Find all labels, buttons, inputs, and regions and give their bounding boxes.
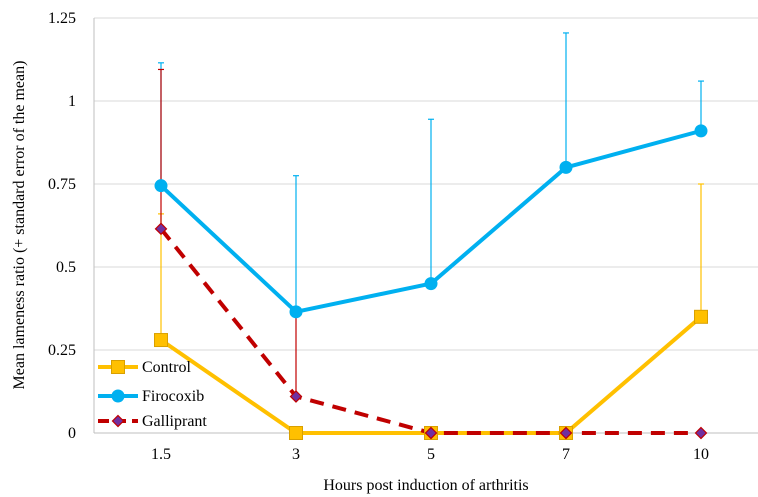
galliprant-data-point	[424, 426, 438, 440]
control-series-line	[159, 315, 703, 435]
y-tick-label: 0.25	[48, 342, 76, 359]
legend: Control Firocoxib Galliprant	[98, 359, 207, 430]
control-data-point	[289, 426, 303, 440]
y-tick-label: 1	[68, 93, 76, 110]
galliprant-data-point	[559, 426, 573, 440]
x-axis-title: Hours post induction of arthritis	[323, 477, 528, 494]
y-tick-labels: 0 0.25 0.5 0.75 1 1.25	[48, 10, 76, 442]
legend-swatch-marker	[111, 389, 125, 403]
legend-item-galliprant: Galliprant	[98, 413, 207, 430]
firocoxib-data-point	[559, 160, 573, 174]
x-tick-label: 10	[693, 446, 709, 463]
legend-label: Control	[142, 359, 191, 376]
axes	[93, 18, 758, 434]
legend-label: Galliprant	[142, 413, 207, 430]
legend-item-firocoxib: Firocoxib	[98, 388, 204, 405]
galliprant-data-point	[694, 426, 708, 440]
y-tick-label: 0.5	[56, 259, 76, 276]
x-tick-label: 3	[292, 446, 300, 463]
x-tick-labels: 1.5 3 5 7 10	[151, 446, 709, 463]
control-data-point	[694, 309, 708, 324]
error-bars	[158, 32, 704, 397]
galliprant-data-point	[154, 222, 168, 236]
y-tick-label: 0.75	[48, 176, 76, 193]
control-data-point	[154, 333, 168, 348]
galliprant-data-point	[289, 390, 303, 403]
y-tick-label: 0	[68, 425, 76, 442]
firocoxib-data-point	[289, 305, 303, 319]
firocoxib-data-point	[424, 277, 438, 291]
x-tick-label: 7	[562, 446, 570, 463]
y-tick-label: 1.25	[48, 10, 76, 27]
legend-swatch-marker	[111, 414, 125, 428]
legend-swatch-marker	[111, 360, 125, 374]
x-tick-label: 5	[427, 446, 435, 463]
legend-label: Firocoxib	[142, 388, 204, 405]
firocoxib-data-point	[694, 124, 708, 138]
legend-item-control: Control	[98, 359, 191, 376]
x-tick-label: 1.5	[151, 446, 171, 463]
firocoxib-data-point	[154, 179, 168, 193]
y-axis-title: Mean lameness ratio (+ standard error of…	[11, 61, 28, 390]
series-markers	[154, 124, 708, 440]
gridlines	[94, 17, 758, 351]
